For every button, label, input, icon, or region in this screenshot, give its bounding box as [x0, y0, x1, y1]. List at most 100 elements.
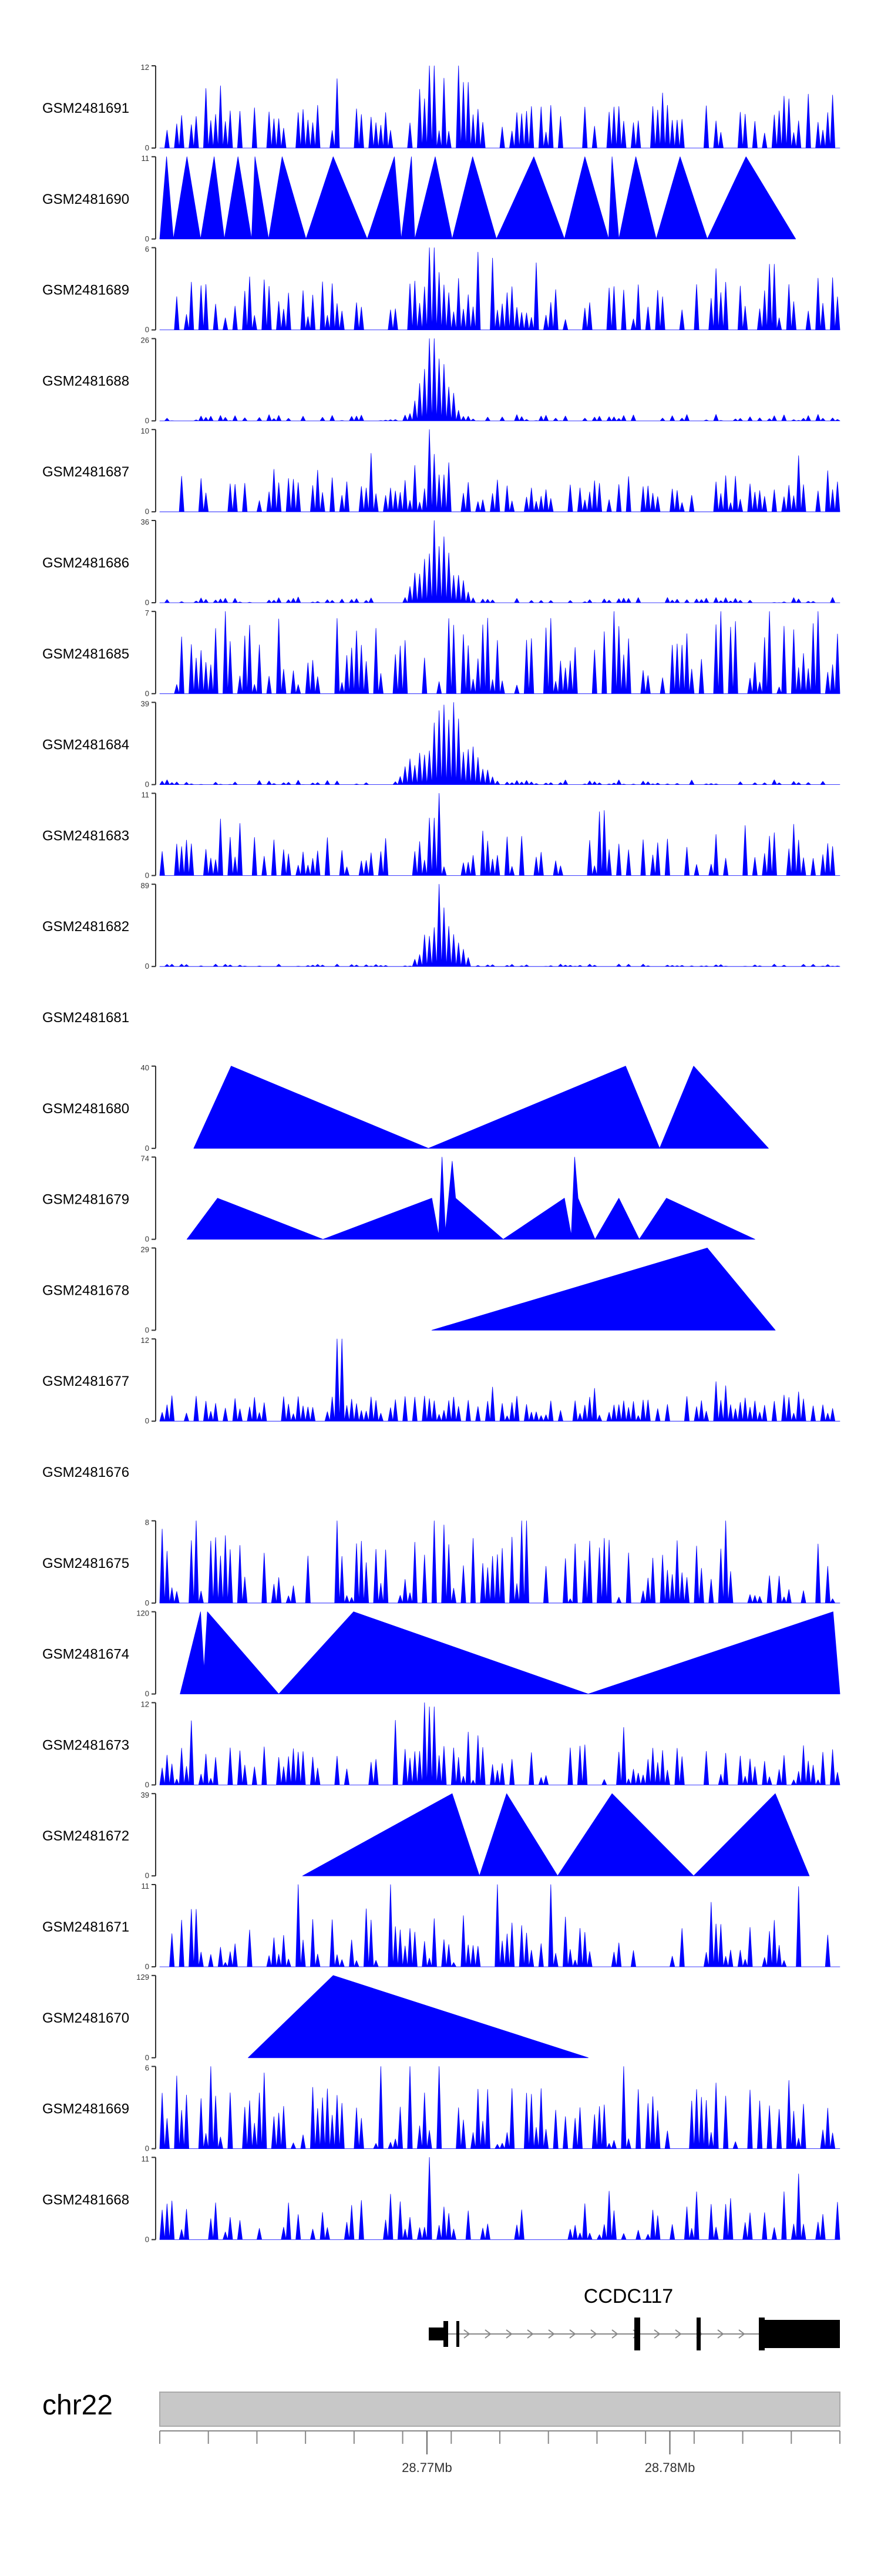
- track-label: GSM2481673: [42, 1737, 129, 1753]
- strand-arrow: [675, 2329, 682, 2339]
- y-max-tick-label: 12: [141, 1700, 149, 1708]
- signal-area: [159, 1702, 840, 1785]
- track-label: GSM2481676: [42, 1465, 129, 1480]
- axis-tick-label: 28.78Mb: [645, 2460, 695, 2475]
- track-GSM2481678: GSM2481678 29 0: [42, 1245, 776, 1334]
- track-label: GSM2481674: [42, 1647, 129, 1663]
- strand-arrow: [590, 2329, 597, 2339]
- track-label: GSM2481689: [42, 283, 129, 298]
- track-GSM2481668: GSM2481668 11 0: [42, 2154, 840, 2243]
- ideogram-bar: [159, 2392, 840, 2427]
- y-min-tick-label: 0: [145, 1325, 149, 1334]
- track-GSM2481688: GSM2481688 26 0: [42, 335, 840, 425]
- y-max-tick-label: 6: [145, 245, 149, 254]
- track-GSM2481682: GSM2481682 89 0: [42, 881, 840, 970]
- signal-area: [159, 429, 840, 512]
- y-max-tick-label: 11: [142, 2154, 150, 2163]
- strand-arrow: [654, 2329, 661, 2339]
- exon-block: [429, 2328, 445, 2340]
- y-min-tick-label: 0: [145, 2144, 149, 2153]
- y-max-tick-label: 40: [141, 1063, 149, 1072]
- signal-area: [159, 611, 840, 694]
- exon-block: [456, 2321, 459, 2347]
- strand-arrow: [506, 2329, 513, 2339]
- strand-arrow: [569, 2329, 576, 2339]
- y-max-tick-label: 39: [141, 700, 149, 708]
- y-max-tick-label: 7: [145, 609, 149, 617]
- track-label: GSM2481680: [42, 1101, 129, 1117]
- track-label: GSM2481688: [42, 373, 129, 389]
- signal-area: [159, 702, 840, 785]
- track-GSM2481686: GSM2481686 36 0: [42, 518, 840, 607]
- track-label: GSM2481670: [42, 2010, 129, 2026]
- y-min-tick-label: 0: [145, 234, 149, 243]
- signal-area: [193, 1066, 769, 1149]
- track-GSM2481691: GSM2481691 12 0: [42, 63, 840, 152]
- exon-block: [759, 2318, 765, 2350]
- y-min-tick-label: 0: [145, 598, 149, 607]
- track-GSM2481679: GSM2481679 74 0: [42, 1154, 755, 1244]
- y-max-tick-label: 8: [145, 1518, 149, 1527]
- y-min-tick-label: 0: [145, 1144, 149, 1153]
- y-min-tick-label: 0: [145, 871, 149, 879]
- y-min-tick-label: 0: [145, 689, 149, 698]
- y-max-tick-label: 120: [136, 1609, 149, 1618]
- track-GSM2481674: GSM2481674 120 0: [42, 1609, 840, 1698]
- track-GSM2481676: GSM2481676: [42, 1465, 129, 1480]
- track-GSM2481683: GSM2481683 11 0: [42, 790, 840, 879]
- data-tracks: GSM2481691120GSM2481690110GSM248168960GS…: [42, 63, 840, 2243]
- track-label: GSM2481669: [42, 2101, 129, 2117]
- y-max-tick-label: 29: [141, 1245, 149, 1254]
- track-GSM2481684: GSM2481684 39 0: [42, 700, 840, 789]
- y-min-tick-label: 0: [145, 2235, 149, 2243]
- chromosome-ideogram-track: chr22: [42, 2390, 840, 2427]
- y-max-tick-label: 89: [141, 881, 149, 890]
- y-min-tick-label: 0: [145, 1690, 149, 1698]
- y-min-tick-label: 0: [145, 1962, 149, 1971]
- strand-arrow: [548, 2329, 555, 2339]
- y-min-tick-label: 0: [145, 507, 149, 516]
- track-label: GSM2481671: [42, 1919, 129, 1935]
- y-max-tick-label: 11: [142, 1882, 150, 1890]
- track-label: GSM2481685: [42, 646, 129, 662]
- signal-area: [159, 2066, 840, 2149]
- y-min-tick-label: 0: [145, 962, 149, 970]
- track-GSM2481685: GSM2481685 7 0: [42, 609, 840, 698]
- track-label: GSM2481686: [42, 555, 129, 571]
- y-min-tick-label: 0: [145, 1871, 149, 1880]
- genome-axis: 28.77Mb 28.78Mb: [159, 2430, 840, 2475]
- signal-area: [159, 1338, 840, 1422]
- track-label: GSM2481678: [42, 1282, 129, 1298]
- track-label: GSM2481675: [42, 1556, 129, 1571]
- y-max-tick-label: 6: [145, 2064, 149, 2073]
- strand-arrow: [527, 2329, 534, 2339]
- signal-area: [159, 884, 840, 967]
- strand-arrow: [485, 2329, 492, 2339]
- strand-arrow: [738, 2329, 745, 2339]
- y-max-tick-label: 12: [141, 1336, 149, 1345]
- strand-arrow: [463, 2329, 470, 2339]
- y-min-tick-label: 0: [145, 416, 149, 425]
- gene-name-label: CCDC117: [584, 2285, 673, 2308]
- axis-tick-label: 28.77Mb: [402, 2460, 452, 2475]
- track-GSM2481681: GSM2481681: [42, 1010, 129, 1026]
- y-min-tick-label: 0: [145, 143, 149, 152]
- signal-area: [159, 520, 840, 603]
- exon-block: [634, 2318, 640, 2350]
- y-min-tick-label: 0: [145, 2053, 149, 2062]
- y-max-tick-label: 39: [141, 1791, 149, 1799]
- signal-area: [159, 65, 840, 149]
- y-max-tick-label: 26: [141, 335, 149, 344]
- track-label: GSM2481668: [42, 2192, 129, 2208]
- track-GSM2481673: GSM2481673 12 0: [42, 1700, 840, 1789]
- track-GSM2481690: GSM2481690 11 0: [42, 154, 796, 243]
- y-min-tick-label: 0: [145, 1598, 149, 1607]
- y-max-tick-label: 10: [141, 426, 149, 435]
- signal-area: [159, 338, 840, 421]
- y-max-tick-label: 129: [136, 1973, 149, 1981]
- track-GSM2481689: GSM2481689 6 0: [42, 245, 840, 334]
- track-label: GSM2481684: [42, 737, 129, 753]
- strand-arrow: [611, 2329, 618, 2339]
- y-max-tick-label: 36: [141, 518, 149, 526]
